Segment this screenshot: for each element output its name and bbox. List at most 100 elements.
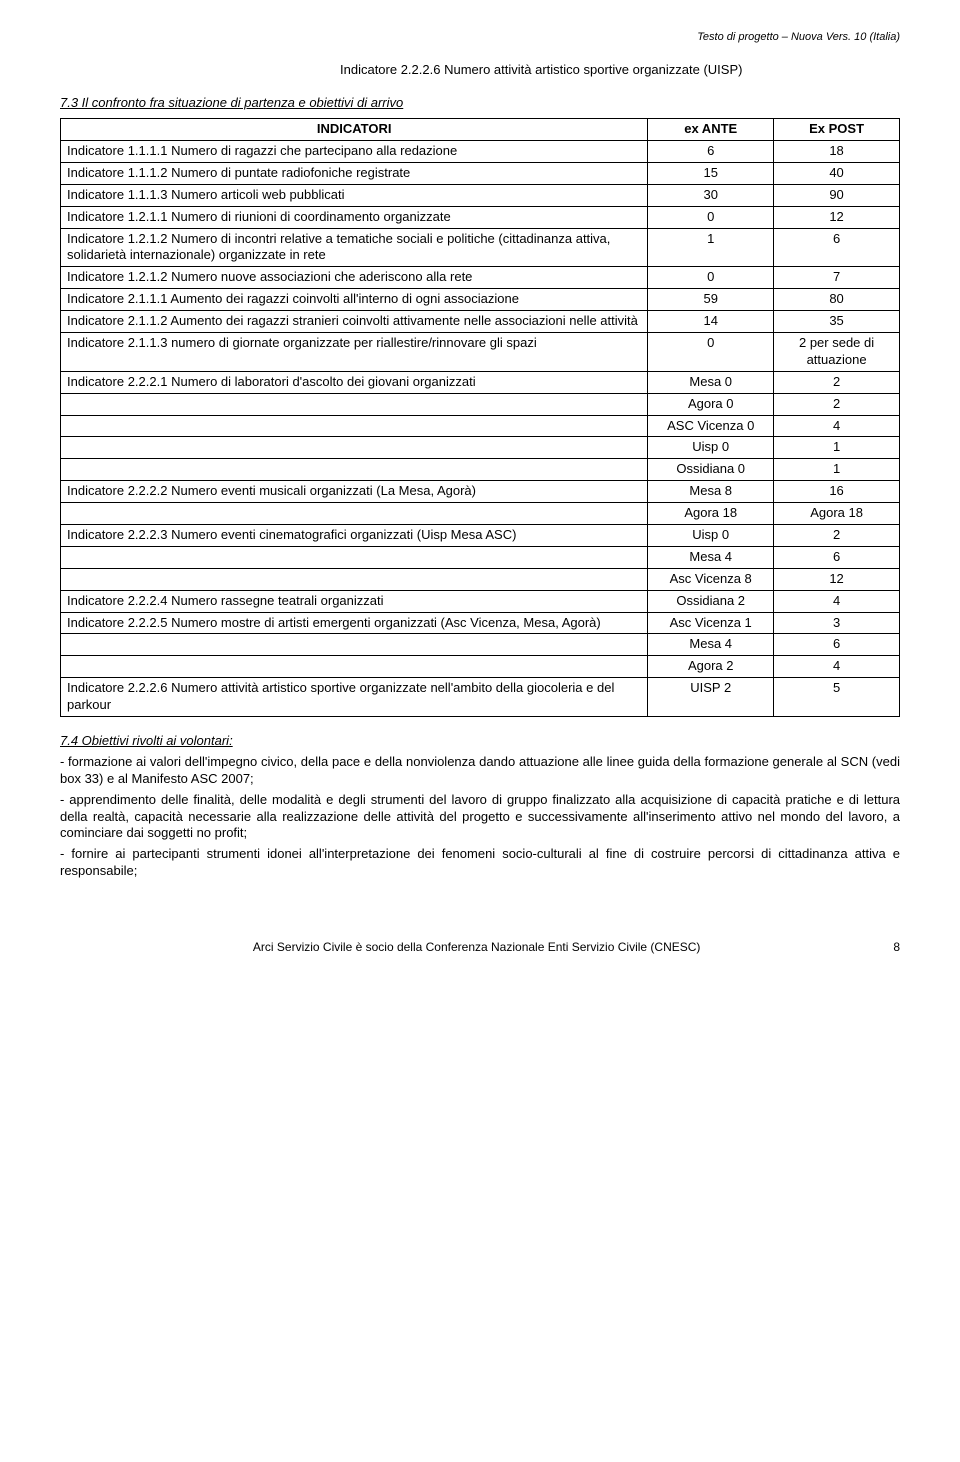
cell-indicator: Indicatore 1.1.1.1 Numero di ragazzi che… [61,140,648,162]
table-row: Mesa 46 [61,634,900,656]
cell-indicator [61,393,648,415]
table-row: Indicatore 2.1.1.3 numero di giornate or… [61,332,900,371]
cell-indicator [61,459,648,481]
objective-item: - fornire ai partecipanti strumenti idon… [60,846,900,880]
cell-ex-ante: Asc Vicenza 8 [648,568,774,590]
cell-indicator: Indicatore 2.2.2.4 Numero rassegne teatr… [61,590,648,612]
footer-text: Arci Servizio Civile è socio della Confe… [253,940,701,954]
table-row: Indicatore 2.2.2.3 Numero eventi cinemat… [61,525,900,547]
table-row: Indicatore 2.2.2.2 Numero eventi musical… [61,481,900,503]
cell-ex-ante: 14 [648,311,774,333]
table-row: Indicatore 1.1.1.3 Numero articoli web p… [61,184,900,206]
table-row: Agora 24 [61,656,900,678]
cell-indicator [61,415,648,437]
cell-indicator [61,437,648,459]
cell-ex-ante: Uisp 0 [648,437,774,459]
cell-indicator: Indicatore 2.1.1.3 numero di giornate or… [61,332,648,371]
table-row: Indicatore 2.2.2.6 Numero attività artis… [61,678,900,717]
cell-ex-post: 2 [774,525,900,547]
cell-indicator: Indicatore 1.2.1.1 Numero di riunioni di… [61,206,648,228]
cell-ex-post: 6 [774,546,900,568]
cell-ex-post: 40 [774,162,900,184]
cell-ex-ante: 15 [648,162,774,184]
cell-indicator [61,503,648,525]
cell-ex-post: 12 [774,568,900,590]
header-source: Testo di progetto – Nuova Vers. 10 (Ital… [60,30,900,44]
th-ex-post: Ex POST [774,119,900,141]
cell-indicator: Indicatore 1.2.1.2 Numero di incontri re… [61,228,648,267]
table-row: Ossidiana 01 [61,459,900,481]
cell-indicator: Indicatore 2.2.2.1 Numero di laboratori … [61,371,648,393]
cell-indicator [61,546,648,568]
cell-ex-ante: 0 [648,332,774,371]
cell-ex-post: 16 [774,481,900,503]
cell-indicator [61,656,648,678]
cell-ex-post: 3 [774,612,900,634]
table-row: ASC Vicenza 04 [61,415,900,437]
table-row: Indicatore 1.2.1.2 Numero di incontri re… [61,228,900,267]
cell-ex-ante: 30 [648,184,774,206]
cell-ex-ante: Mesa 4 [648,546,774,568]
cell-indicator: Indicatore 2.2.2.6 Numero attività artis… [61,678,648,717]
table-row: Indicatore 2.2.2.5 Numero mostre di arti… [61,612,900,634]
cell-ex-ante: 1 [648,228,774,267]
cell-ex-post: 5 [774,678,900,717]
cell-ex-ante: UISP 2 [648,678,774,717]
cell-ex-post: Agora 18 [774,503,900,525]
table-row: Indicatore 2.1.1.2 Aumento dei ragazzi s… [61,311,900,333]
cell-indicator: Indicatore 2.2.2.2 Numero eventi musical… [61,481,648,503]
cell-ex-ante: Agora 2 [648,656,774,678]
indicators-table: INDICATORI ex ANTE Ex POST Indicatore 1.… [60,118,900,717]
cell-ex-ante: Ossidiana 0 [648,459,774,481]
table-row: Uisp 01 [61,437,900,459]
cell-ex-post: 12 [774,206,900,228]
cell-ex-post: 90 [774,184,900,206]
table-row: Indicatore 1.2.1.2 Numero nuove associaz… [61,267,900,289]
cell-indicator [61,568,648,590]
cell-ex-post: 80 [774,289,900,311]
cell-indicator: Indicatore 1.2.1.2 Numero nuove associaz… [61,267,648,289]
table-row: Indicatore 1.2.1.1 Numero di riunioni di… [61,206,900,228]
cell-ex-post: 4 [774,590,900,612]
cell-ex-post: 35 [774,311,900,333]
cell-indicator: Indicatore 2.1.1.2 Aumento dei ragazzi s… [61,311,648,333]
page-number: 8 [893,940,900,956]
cell-ex-post: 2 per sede di attuazione [774,332,900,371]
cell-ex-ante: ASC Vicenza 0 [648,415,774,437]
footer: Arci Servizio Civile è socio della Confe… [60,940,900,956]
cell-indicator: Indicatore 1.1.1.3 Numero articoli web p… [61,184,648,206]
objective-item: - apprendimento delle finalità, delle mo… [60,792,900,843]
table-row: Indicatore 2.2.2.1 Numero di laboratori … [61,371,900,393]
cell-indicator [61,634,648,656]
cell-ex-ante: Agora 18 [648,503,774,525]
cell-ex-post: 2 [774,393,900,415]
cell-ex-ante: Mesa 0 [648,371,774,393]
cell-ex-post: 2 [774,371,900,393]
table-row: Agora 02 [61,393,900,415]
cell-indicator: Indicatore 2.2.2.5 Numero mostre di arti… [61,612,648,634]
cell-indicator: Indicatore 1.1.1.2 Numero di puntate rad… [61,162,648,184]
cell-ex-ante: Ossidiana 2 [648,590,774,612]
cell-ex-ante: Asc Vicenza 1 [648,612,774,634]
cell-ex-post: 1 [774,437,900,459]
cell-ex-ante: Uisp 0 [648,525,774,547]
cell-indicator: Indicatore 2.1.1.1 Aumento dei ragazzi c… [61,289,648,311]
cell-ex-ante: 6 [648,140,774,162]
cell-ex-ante: Mesa 4 [648,634,774,656]
table-header-row: INDICATORI ex ANTE Ex POST [61,119,900,141]
cell-ex-post: 18 [774,140,900,162]
cell-ex-post: 4 [774,656,900,678]
th-indicatori: INDICATORI [61,119,648,141]
cell-ex-ante: 59 [648,289,774,311]
table-row: Indicatore 2.1.1.1 Aumento dei ragazzi c… [61,289,900,311]
th-ex-ante: ex ANTE [648,119,774,141]
cell-ex-post: 6 [774,228,900,267]
cell-ex-post: 4 [774,415,900,437]
cell-ex-ante: Mesa 8 [648,481,774,503]
indicator-box: Indicatore 2.2.2.6 Numero attività artis… [340,62,900,79]
cell-ex-ante: 0 [648,206,774,228]
section-7-3-heading: 7.3 Il confronto fra situazione di parte… [60,95,900,112]
cell-ex-post: 7 [774,267,900,289]
table-row: Asc Vicenza 812 [61,568,900,590]
table-row: Indicatore 1.1.1.1 Numero di ragazzi che… [61,140,900,162]
